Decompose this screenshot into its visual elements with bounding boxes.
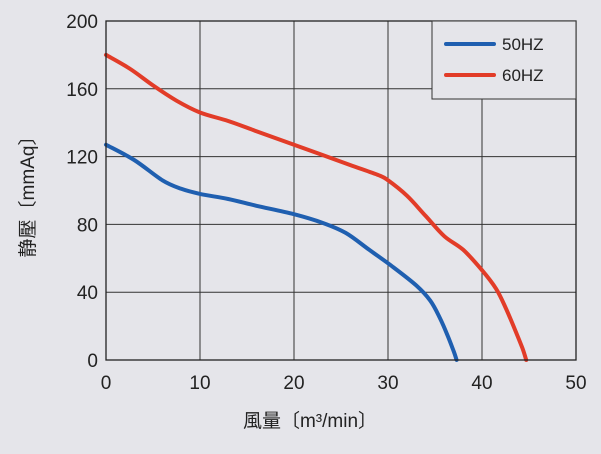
x-tick-label: 50	[565, 373, 586, 394]
legend-label-50hz: 50HZ	[502, 35, 544, 54]
x-axis-title: 風量〔m³/min〕	[243, 410, 377, 432]
y-tick-label: 200	[66, 12, 98, 33]
y-axis-title: 静壓〔mmAq〕	[17, 127, 39, 258]
x-tick-label: 0	[101, 373, 112, 394]
legend-box	[431, 20, 577, 100]
y-tick-label: 120	[66, 148, 98, 169]
y-tick-label: 80	[77, 215, 98, 236]
y-tick-label: 0	[87, 351, 98, 372]
x-tick-label: 20	[283, 373, 304, 394]
x-tick-label: 10	[189, 373, 210, 394]
x-tick-label: 30	[377, 373, 398, 394]
legend-label-60hz: 60HZ	[502, 66, 544, 85]
y-tick-label: 40	[77, 283, 98, 304]
series-layer	[104, 52, 529, 362]
series-line-60hz	[104, 52, 529, 362]
x-tick-label: 40	[471, 373, 492, 394]
series-line-50hz	[104, 142, 459, 362]
legend: 50HZ 60HZ	[431, 20, 577, 100]
tick-labels: 0 10 20 30 40 50 0 40 80 120 160 200	[66, 12, 586, 394]
y-tick-label: 160	[66, 80, 98, 101]
plot-frame	[105, 20, 577, 361]
